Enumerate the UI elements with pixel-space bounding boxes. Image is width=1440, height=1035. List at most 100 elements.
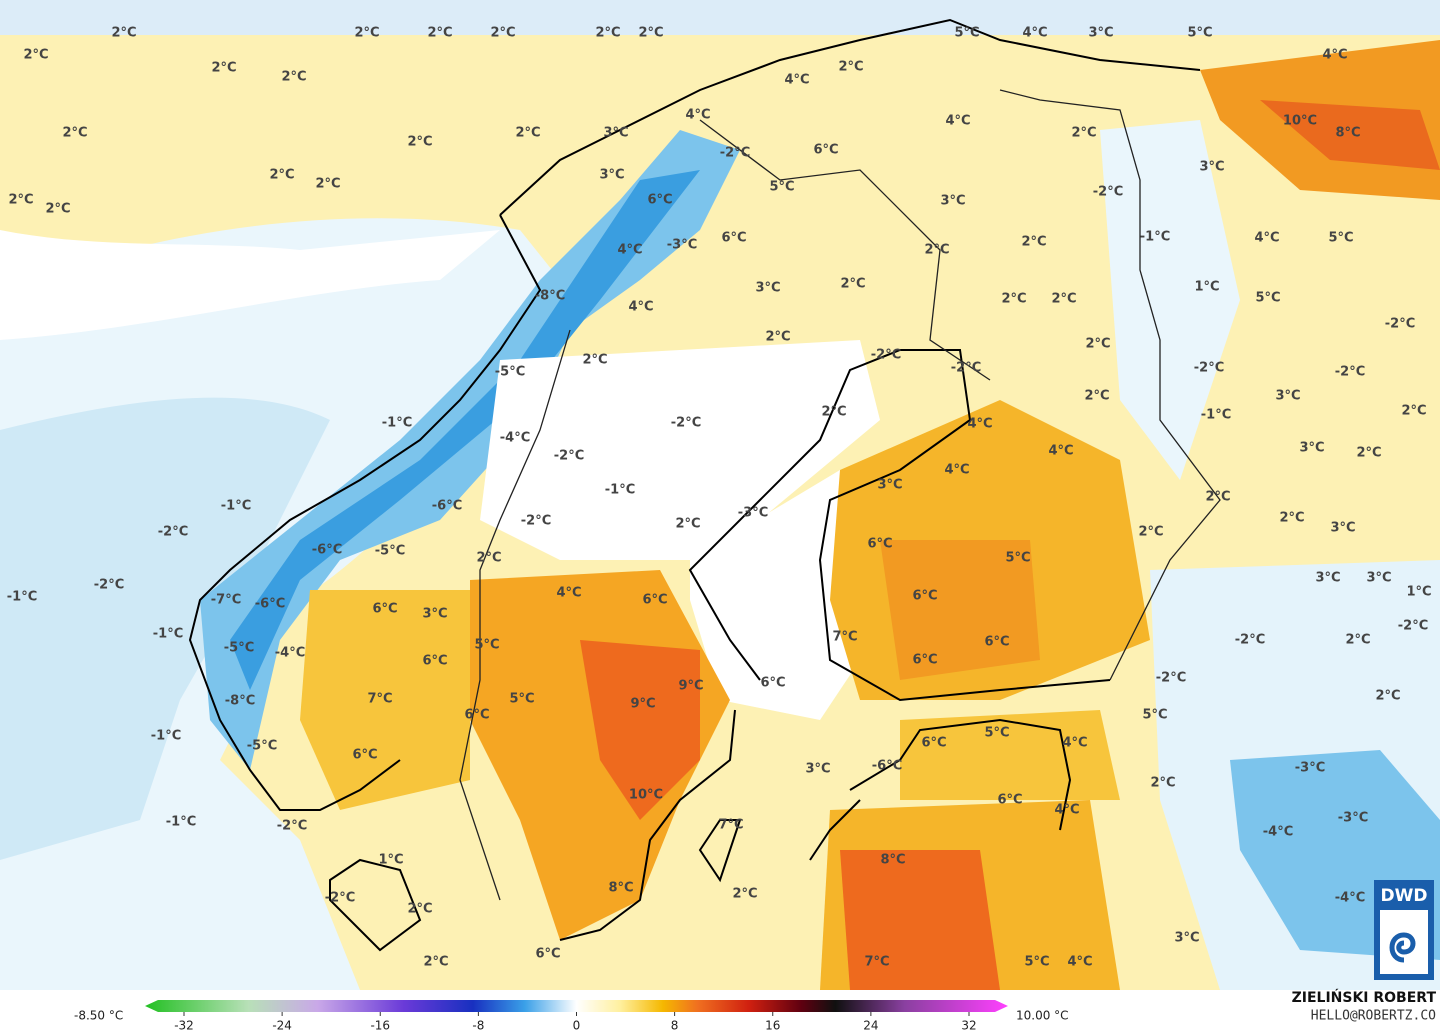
temperature-label: -2°C: [871, 348, 901, 363]
temperature-label: 2°C: [1051, 292, 1076, 307]
temperature-label: 2°C: [1021, 235, 1046, 250]
temperature-label: 5°C: [1255, 291, 1280, 306]
temperature-label: -1°C: [605, 483, 635, 498]
temperature-label: 6°C: [984, 635, 1009, 650]
temperature-label: 2°C: [407, 135, 432, 150]
temperature-label: -7°C: [211, 593, 241, 608]
temperature-label: 5°C: [1024, 955, 1049, 970]
temperature-label: -1°C: [1140, 230, 1170, 245]
temperature-label: -2°C: [1398, 619, 1428, 634]
colorbar-tick-label: 32: [961, 1019, 976, 1033]
temperature-label: 3°C: [603, 126, 628, 141]
temperature-label: -2°C: [1093, 185, 1123, 200]
temperature-label: 3°C: [805, 762, 830, 777]
temperature-label: 3°C: [1315, 571, 1340, 586]
temperature-label: -5°C: [375, 544, 405, 559]
temperature-label: 2°C: [595, 26, 620, 41]
temperature-label: -2°C: [1156, 671, 1186, 686]
colorbar-ticks: -32 -24 -16 -8 0 8 16 24 32: [174, 1012, 977, 1033]
temperature-label: -8°C: [535, 289, 565, 304]
temperature-label: 6°C: [647, 193, 672, 208]
temperature-label: -2°C: [1385, 317, 1415, 332]
temperature-label: 6°C: [921, 736, 946, 751]
coastlines: [188, 18, 1201, 952]
temperature-label: 2°C: [840, 277, 865, 292]
temperature-label: 2°C: [423, 955, 448, 970]
temperature-label: 3°C: [1366, 571, 1391, 586]
temperature-label: 4°C: [1254, 231, 1279, 246]
temperature-label: -1°C: [382, 416, 412, 431]
temperature-label: 2°C: [269, 168, 294, 183]
temperature-label: 4°C: [628, 300, 653, 315]
colorbar-tick-label: -8: [472, 1019, 484, 1033]
temperature-label: 10°C: [629, 788, 663, 803]
temperature-label: -5°C: [224, 641, 254, 656]
temperature-label: -6°C: [255, 597, 285, 612]
temperature-label: 2°C: [62, 126, 87, 141]
credit-email: HELLO@ROBERTZ.CO: [1311, 1009, 1436, 1024]
temperature-label: -1°C: [221, 499, 251, 514]
temperature-label: -1°C: [166, 815, 196, 830]
temperature-label: -2°C: [554, 449, 584, 464]
temperature-label: 2°C: [45, 202, 70, 217]
temperature-label: 2°C: [675, 517, 700, 532]
temperature-label: -5°C: [247, 739, 277, 754]
temperature-label: 5°C: [769, 180, 794, 195]
temperature-label: 6°C: [464, 708, 489, 723]
temperature-label: -3°C: [738, 506, 768, 521]
temperature-label: 6°C: [813, 143, 838, 158]
temperature-label: -2°C: [325, 891, 355, 906]
temperature-label: 2°C: [838, 60, 863, 75]
temperature-label: 4°C: [1048, 444, 1073, 459]
temperature-label: 5°C: [1328, 231, 1353, 246]
temperature-label: 4°C: [1062, 736, 1087, 751]
temperature-label: 4°C: [944, 463, 969, 478]
temperature-label: 3°C: [1088, 26, 1113, 41]
temperature-label: 2°C: [476, 551, 501, 566]
temperature-label: -3°C: [667, 238, 697, 253]
temperature-label: 6°C: [721, 231, 746, 246]
temperature-label: 8°C: [1335, 126, 1360, 141]
temperature-label: 3°C: [940, 194, 965, 209]
dwd-logo: DWD: [1374, 880, 1434, 980]
temperature-label: 2°C: [1345, 633, 1370, 648]
temperature-label: -2°C: [158, 525, 188, 540]
temperature-label: 6°C: [422, 654, 447, 669]
temperature-label: 2°C: [354, 26, 379, 41]
temperature-label: 2°C: [281, 70, 306, 85]
temperature-label: 6°C: [352, 748, 377, 763]
temperature-label: 2°C: [211, 61, 236, 76]
temperature-label: 4°C: [685, 108, 710, 123]
temperature-label: 2°C: [427, 26, 452, 41]
temperature-label: 2°C: [1375, 689, 1400, 704]
temperature-label: -4°C: [275, 646, 305, 661]
temperature-label: 8°C: [880, 853, 905, 868]
temperature-label: -6°C: [872, 759, 902, 774]
temperature-label: -2°C: [521, 514, 551, 529]
temperature-label: 2°C: [638, 26, 663, 41]
temperature-label: 4°C: [967, 417, 992, 432]
temperature-label: -4°C: [500, 431, 530, 446]
temperature-label: 2°C: [1085, 337, 1110, 352]
temperature-label: 2°C: [582, 353, 607, 368]
temperature-label: 2°C: [1138, 525, 1163, 540]
temperature-label: 3°C: [599, 168, 624, 183]
colorbar-tick-label: -24: [272, 1019, 292, 1033]
temperature-label: 2°C: [23, 48, 48, 63]
temperature-label: -4°C: [1335, 891, 1365, 906]
temperature-label: 2°C: [111, 26, 136, 41]
colorbar-gradient: [145, 1000, 1008, 1012]
temperature-label: 4°C: [1054, 803, 1079, 818]
temperature-label: 2°C: [1356, 446, 1381, 461]
temperature-labels: 2°C 2°C 2°C 2°C 2°C 2°C 5°C 4°C 3°C 5°C 4°C 2°C 2°C 2…: [7, 26, 1432, 970]
temperature-label: 3°C: [877, 478, 902, 493]
temperature-label: 2°C: [315, 177, 340, 192]
temperature-label: 8°C: [608, 881, 633, 896]
temperature-label: 7°C: [367, 692, 392, 707]
temperature-label: 7°C: [718, 818, 743, 833]
temperature-label: -3°C: [1338, 811, 1368, 826]
temperature-label: 6°C: [372, 602, 397, 617]
temperature-label: 2°C: [1279, 511, 1304, 526]
temperature-label: 2°C: [8, 193, 33, 208]
temperature-label: 4°C: [1067, 955, 1092, 970]
